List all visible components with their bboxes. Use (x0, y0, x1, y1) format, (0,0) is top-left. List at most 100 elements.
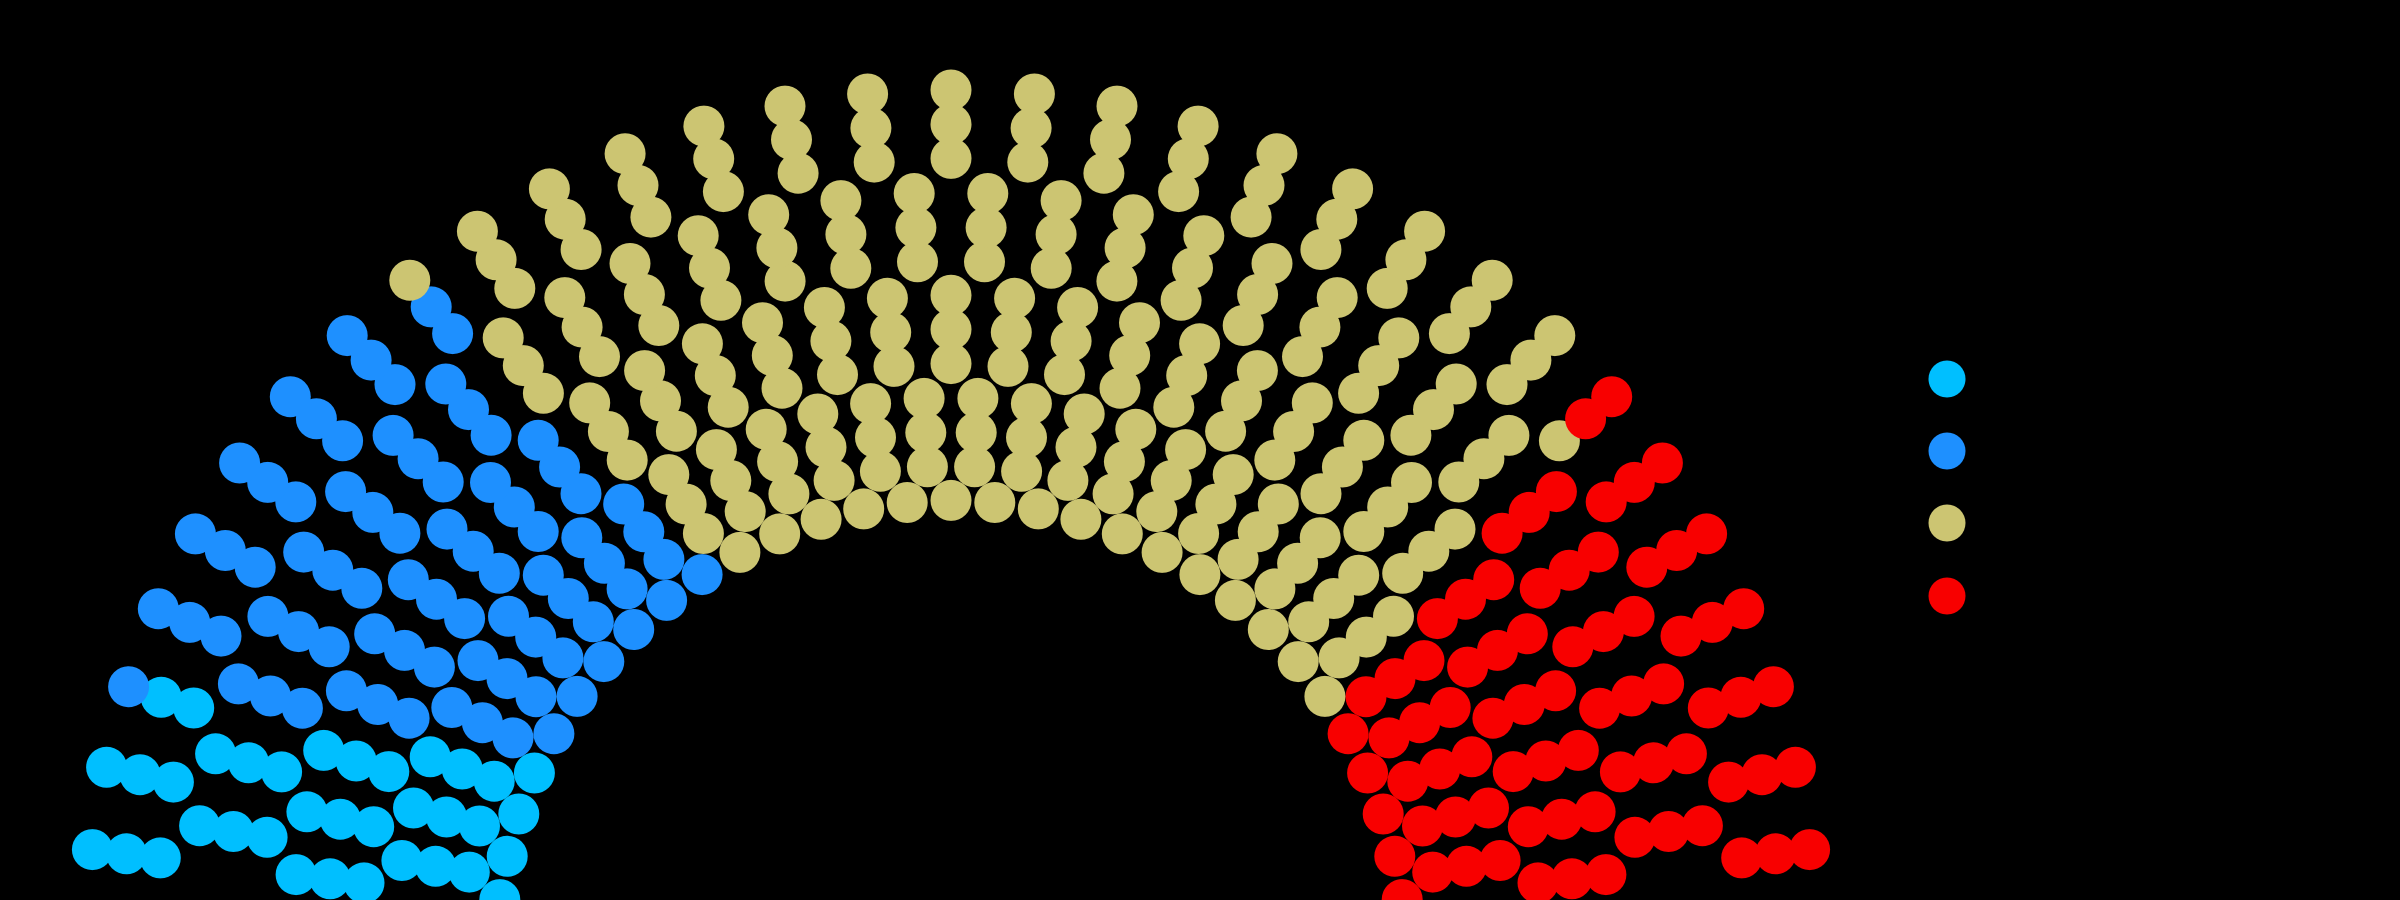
seat-dot-party-khaki (1153, 386, 1195, 428)
seat-dot-party-blue (388, 697, 430, 739)
seat-dot-party-khaki (1221, 380, 1262, 422)
seat-dot-party-khaki (1090, 119, 1131, 161)
seat-dot-party-red (1525, 740, 1567, 782)
seat-dot-party-khaki (1158, 171, 1200, 213)
seat-dot-party-khaki (1236, 350, 1278, 392)
seat-dot-party-khaki (630, 196, 672, 238)
seat-dot-party-cyan (261, 751, 303, 793)
seat-dot-party-red (1412, 851, 1454, 893)
seat-dot-party-khaki (1237, 274, 1279, 315)
seat-dot-party-khaki (886, 482, 928, 523)
seat-dot-party-khaki (1183, 215, 1225, 257)
seat-dot-party-cyan (448, 851, 490, 893)
seat-dot-party-blue (325, 670, 367, 712)
seat-dot-party-khaki (689, 247, 730, 289)
seat-dot-party-khaki (893, 173, 935, 214)
seat-dot-party-blue (269, 376, 311, 418)
seat-dot-party-cyan (486, 835, 528, 877)
seat-dot-party-blue (517, 419, 559, 461)
seat-dot-party-khaki (1373, 595, 1414, 637)
seat-dot-party-red (1362, 793, 1404, 835)
seat-dot-party-khaki (560, 229, 602, 270)
seat-dot-party-red (1347, 752, 1389, 794)
seat-dot-party-khaki (1007, 141, 1049, 183)
seat-dot-party-red (1535, 670, 1577, 712)
seat-dot-party-cyan (381, 840, 423, 881)
seat-dot-party-khaki (1214, 579, 1256, 621)
seat-dot-party-red (1755, 833, 1797, 875)
seat-dot-party-khaki (1277, 641, 1319, 683)
seat-dot-party-khaki (1040, 180, 1082, 222)
seat-dot-party-blue (281, 687, 323, 729)
seats-layer (71, 69, 1831, 900)
legend-swatch-party-cyan (1928, 360, 1966, 398)
seat-dot-party-blue (603, 483, 645, 525)
seat-dot-party-red (1473, 559, 1515, 601)
seat-dot-party-blue (204, 530, 246, 571)
seat-dot-party-khaki (623, 274, 665, 315)
seat-dot-party-red (1626, 546, 1668, 588)
seat-dot-party-blue (108, 666, 150, 708)
seat-dot-party-khaki (1167, 138, 1209, 180)
seat-dot-party-cyan (441, 748, 483, 790)
seat-dot-party-khaki (850, 383, 892, 425)
seat-dot-party-khaki (665, 483, 707, 525)
seat-dot-party-khaki (1141, 531, 1183, 573)
seat-dot-party-khaki (1044, 354, 1085, 396)
seat-dot-party-khaki (640, 380, 681, 422)
seat-dot-party-khaki (897, 241, 938, 283)
seat-dot-party-khaki (800, 498, 842, 540)
seat-dot-party-blue (646, 579, 688, 621)
seat-dot-party-red (1591, 376, 1633, 418)
seat-dot-party-khaki (604, 133, 646, 175)
seat-dot-party-red (1468, 787, 1509, 829)
seat-dot-party-red (1477, 629, 1518, 671)
seat-dot-party-khaki (1017, 488, 1059, 530)
seat-dot-party-cyan (179, 805, 221, 847)
seat-dot-party-khaki (456, 210, 498, 252)
seat-dot-party-khaki (813, 459, 855, 501)
seat-dot-party-khaki (820, 180, 862, 222)
seat-dot-party-blue (219, 442, 261, 484)
seat-dot-party-khaki (1083, 152, 1125, 194)
seat-dot-party-khaki (544, 277, 586, 319)
seat-dot-party-khaki (756, 227, 798, 269)
seat-dot-party-red (1686, 513, 1728, 555)
seat-dot-party-red (1741, 754, 1783, 796)
seat-dot-party-red (1648, 811, 1690, 852)
seat-dot-party-khaki (1434, 508, 1476, 550)
seat-dot-party-khaki (930, 343, 972, 385)
seat-dot-party-khaki (1257, 483, 1299, 525)
seat-dot-party-cyan (195, 733, 237, 775)
seat-dot-party-cyan (246, 816, 288, 858)
seat-dot-party-khaki (905, 412, 947, 454)
seat-dot-party-blue (413, 646, 455, 688)
seat-dot-party-khaki (830, 247, 872, 289)
seat-dot-party-khaki (825, 213, 867, 255)
seat-dot-party-red (1557, 729, 1599, 771)
seat-dot-party-khaki (761, 367, 803, 409)
seat-dot-party-khaki (994, 277, 1036, 319)
seat-dot-party-red (1611, 675, 1653, 717)
seat-dot-party-khaki (817, 354, 858, 396)
seat-dot-party-khaki (1047, 459, 1089, 501)
seat-dot-party-khaki (1101, 513, 1143, 555)
seat-dot-party-red (1582, 611, 1624, 653)
seat-dot-party-red (1574, 791, 1616, 833)
seat-dot-party-khaki (768, 473, 810, 515)
seat-dot-party-khaki (964, 241, 1005, 283)
seat-dot-party-red (1691, 601, 1733, 643)
seat-dot-party-khaki (930, 274, 972, 316)
seat-dot-party-khaki (1050, 320, 1092, 362)
seat-dot-party-khaki (1222, 305, 1264, 346)
seat-dot-party-khaki (624, 350, 666, 392)
seat-dot-party-khaki (1109, 335, 1151, 376)
seat-dot-party-khaki (843, 488, 885, 530)
seat-dot-party-red (1479, 840, 1521, 881)
seat-dot-party-red (1402, 805, 1443, 847)
seat-dot-party-khaki (930, 137, 972, 179)
seat-dot-party-red (1492, 751, 1534, 793)
seat-dot-party-khaki (873, 345, 915, 387)
seat-dot-party-blue (308, 626, 350, 668)
seat-dot-party-red (1579, 687, 1621, 729)
